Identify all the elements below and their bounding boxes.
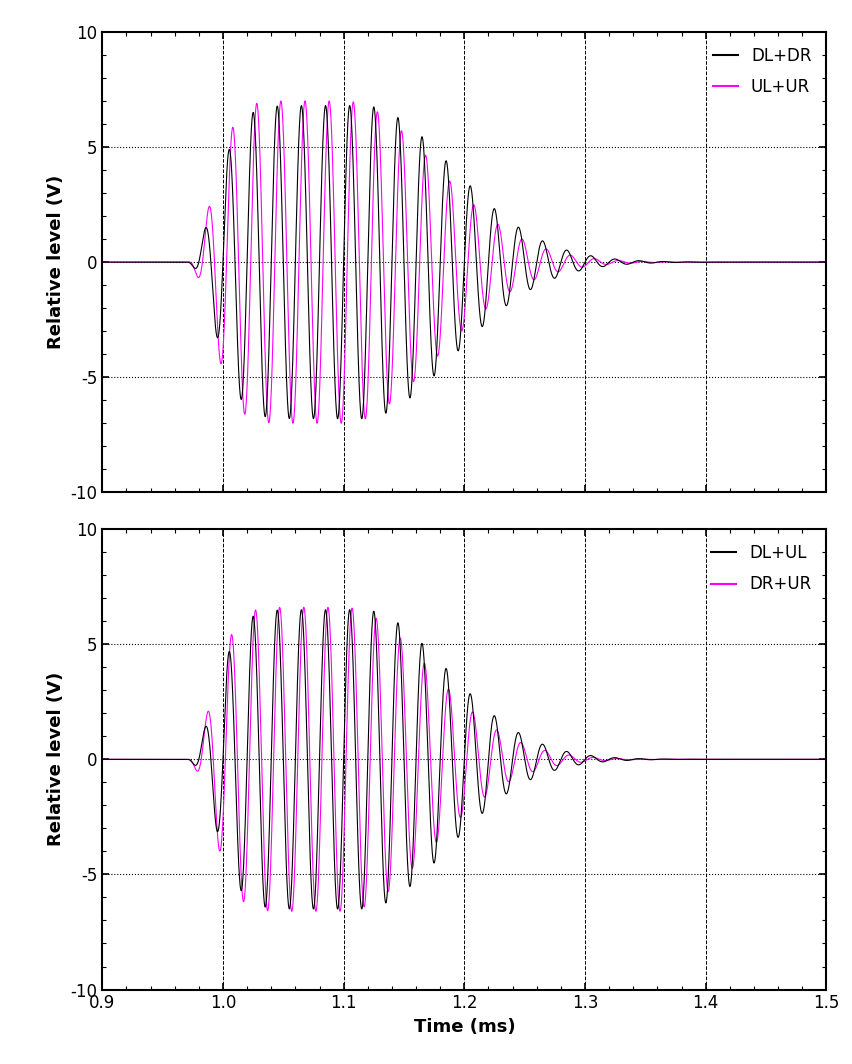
X-axis label: Time (ms): Time (ms) [413, 1018, 515, 1036]
Legend: DL+UL, DR+UR: DL+UL, DR+UR [705, 537, 818, 600]
Y-axis label: Relative level (V): Relative level (V) [47, 672, 65, 847]
Legend: DL+DR, UL+UR: DL+DR, UL+UR [706, 40, 818, 103]
Y-axis label: Relative level (V): Relative level (V) [47, 174, 65, 349]
